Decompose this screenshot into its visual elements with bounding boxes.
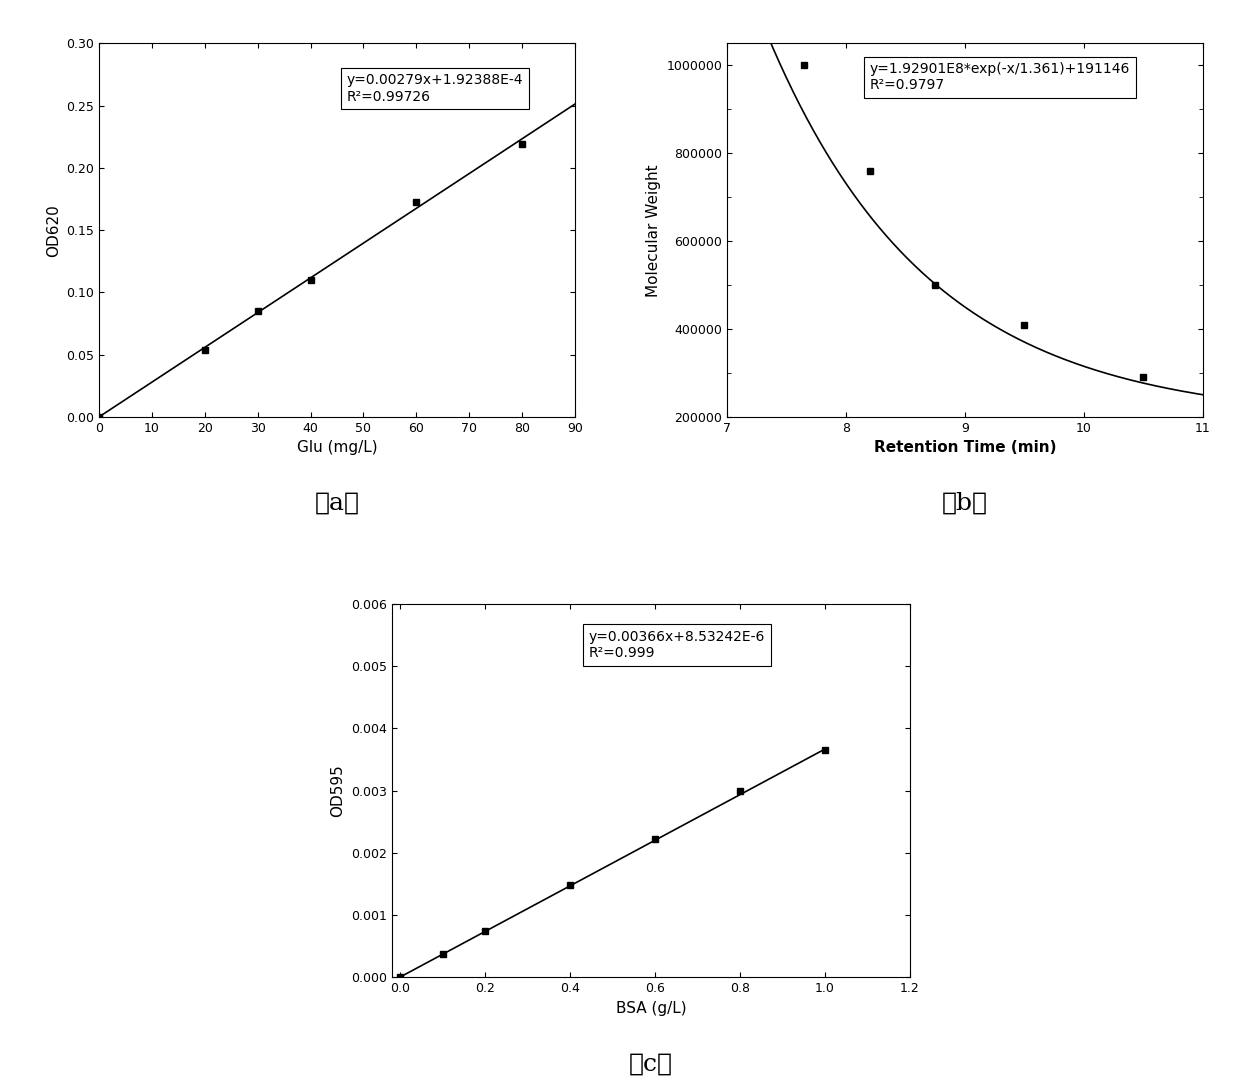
Text: y=0.00366x+8.53242E-6
R²=0.999: y=0.00366x+8.53242E-6 R²=0.999 xyxy=(589,630,765,660)
Text: （b）: （b） xyxy=(942,492,988,515)
Y-axis label: OD595: OD595 xyxy=(331,765,346,817)
Text: y=0.00279x+1.92388E-4
R²=0.99726: y=0.00279x+1.92388E-4 R²=0.99726 xyxy=(346,74,523,103)
Y-axis label: Molecular Weight: Molecular Weight xyxy=(646,164,661,296)
Text: y=1.92901E8*exp(-x/1.361)+191146
R²=0.9797: y=1.92901E8*exp(-x/1.361)+191146 R²=0.97… xyxy=(869,62,1130,92)
X-axis label: BSA (g/L): BSA (g/L) xyxy=(616,1001,686,1015)
Text: （a）: （a） xyxy=(315,492,360,515)
X-axis label: Retention Time (min): Retention Time (min) xyxy=(874,441,1056,455)
X-axis label: Glu (mg/L): Glu (mg/L) xyxy=(296,441,377,455)
Y-axis label: OD620: OD620 xyxy=(46,204,61,256)
Text: （c）: （c） xyxy=(629,1052,673,1075)
